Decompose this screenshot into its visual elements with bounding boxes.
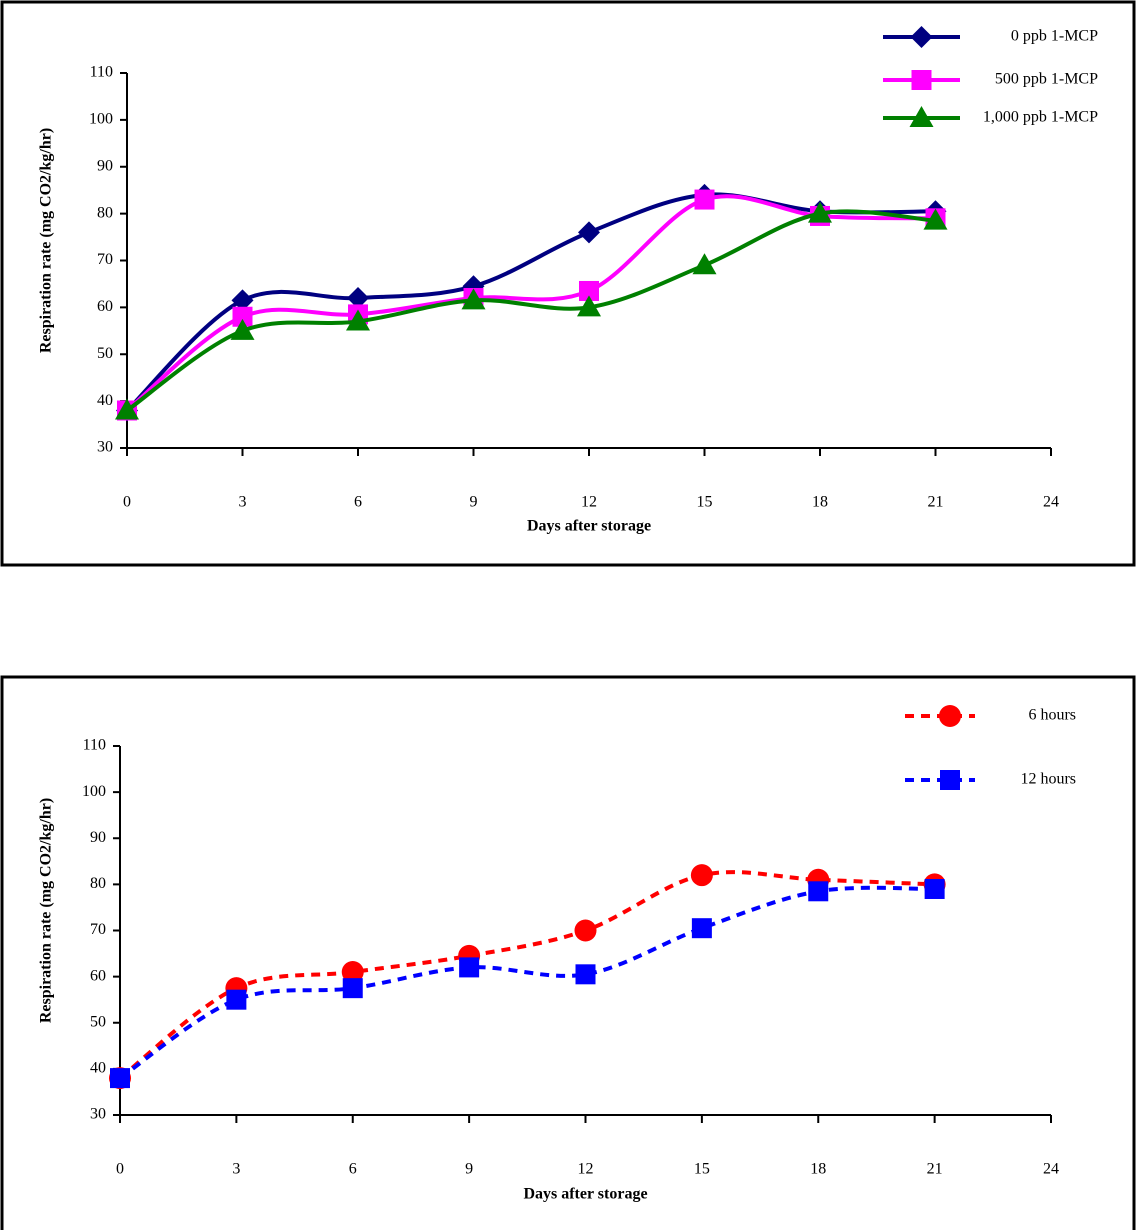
marker	[924, 878, 945, 899]
x-tick-label: 21	[928, 494, 944, 511]
y-tick-label: 30	[90, 1106, 106, 1123]
y-tick-label: 60	[97, 298, 113, 315]
legend-label: 0 ppb 1-MCP	[1011, 28, 1098, 45]
y-axis-label: Respiration rate (mg CO2/kg/hr)	[38, 128, 55, 353]
x-tick-label: 6	[349, 1161, 357, 1178]
y-tick-label: 100	[89, 111, 113, 128]
x-tick-label: 9	[465, 1161, 473, 1178]
marker	[577, 295, 601, 317]
legend-marker	[940, 770, 960, 790]
marker	[691, 918, 712, 939]
x-tick-label: 18	[810, 1161, 826, 1178]
chart-frame	[0, 0, 1136, 567]
x-tick-label: 15	[694, 1161, 710, 1178]
chart-frame	[0, 675, 1136, 1230]
y-tick-label: 30	[97, 439, 113, 456]
marker	[231, 289, 254, 312]
y-tick-label: 50	[90, 1013, 106, 1030]
chart: 30 40 50 60 70 80 90 100 110 0 3 6 9 12 15 18 21 24 Days a…	[38, 26, 1098, 535]
legend-label: 12 hours	[1020, 771, 1076, 788]
marker	[342, 978, 363, 999]
x-tick-label: 0	[116, 1161, 124, 1178]
x-tick-label: 15	[697, 494, 713, 511]
marker	[690, 864, 713, 887]
chart: 30 40 50 60 70 80 90 100 110 0 3 6 9 12 15 18 21 24 Days a…	[38, 705, 1076, 1203]
y-tick-label: 40	[97, 392, 113, 409]
series-line	[125, 209, 936, 413]
legend-marker	[939, 705, 961, 727]
marker	[226, 989, 247, 1010]
marker	[574, 919, 597, 942]
x-tick-label: 0	[123, 494, 131, 511]
y-tick-label: 40	[90, 1060, 106, 1077]
x-tick-label: 18	[812, 494, 828, 511]
marker	[232, 306, 253, 327]
y-tick-label: 70	[90, 921, 106, 938]
marker	[110, 1068, 130, 1089]
marker	[579, 280, 599, 301]
y-tick-label: 90	[97, 157, 113, 174]
x-tick-label: 24	[1043, 1161, 1059, 1178]
x-tick-label: 3	[232, 1161, 240, 1178]
marker	[694, 189, 715, 210]
marker	[115, 398, 139, 420]
marker	[692, 253, 717, 275]
y-tick-label: 100	[82, 783, 106, 800]
legend-marker	[911, 70, 932, 90]
legend-marker	[910, 26, 933, 48]
marker	[808, 201, 832, 223]
y-tick-label: 110	[83, 737, 106, 754]
x-tick-label: 3	[239, 494, 247, 511]
y-tick-label: 70	[97, 251, 113, 268]
x-tick-label: 24	[1043, 494, 1059, 511]
marker	[808, 881, 829, 902]
marker	[575, 964, 596, 985]
y-tick-label: 80	[97, 204, 113, 221]
x-axis-label: Days after storage	[527, 518, 651, 535]
y-tick-label: 80	[90, 875, 106, 892]
legend-marker	[909, 106, 934, 127]
marker	[578, 221, 600, 244]
marker	[461, 288, 486, 310]
x-tick-label: 9	[470, 494, 478, 511]
x-axis-label: Days after storage	[523, 1186, 647, 1203]
marker	[346, 309, 370, 331]
y-axis-label: Respiration rate (mg CO2/kg/hr)	[38, 798, 55, 1023]
marker	[459, 957, 480, 978]
y-tick-label: 60	[90, 967, 106, 984]
marker	[347, 287, 369, 309]
x-tick-label: 12	[578, 1161, 594, 1178]
legend-label: 500 ppb 1-MCP	[995, 71, 1098, 88]
legend-label: 6 hours	[1028, 707, 1076, 724]
y-tick-label: 90	[90, 829, 106, 846]
marker	[341, 961, 364, 984]
legend-label: 1,000 ppb 1-MCP	[983, 109, 1098, 126]
y-tick-label: 110	[90, 64, 113, 81]
marker	[923, 208, 948, 230]
series-line	[118, 870, 935, 1080]
x-tick-label: 6	[354, 494, 362, 511]
marker	[230, 318, 255, 340]
x-tick-label: 21	[927, 1161, 943, 1178]
y-tick-label: 50	[97, 345, 113, 362]
x-tick-label: 12	[581, 494, 597, 511]
